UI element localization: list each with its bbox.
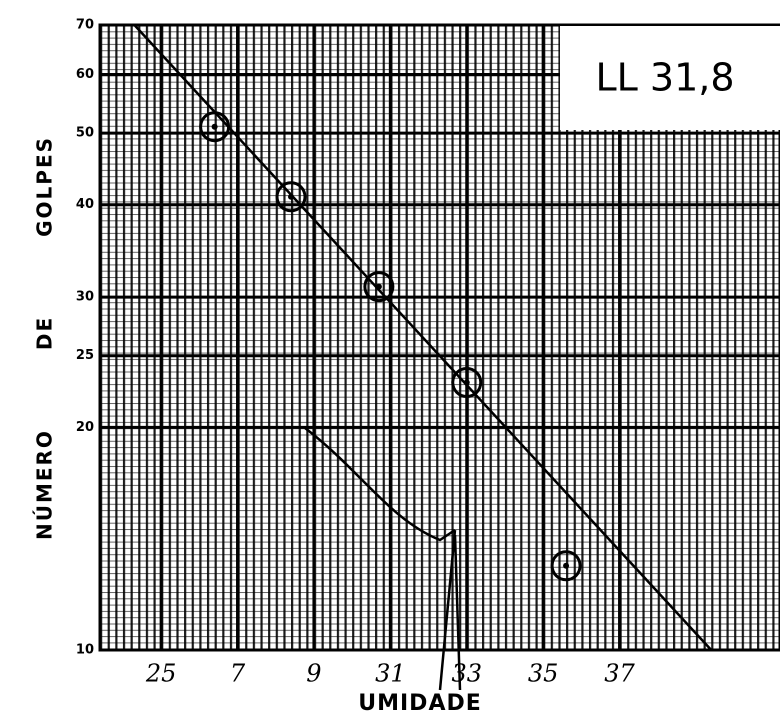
x-axis-label: UMIDADE [358, 691, 482, 716]
y-tick-label: 20 [76, 420, 94, 435]
y-tick-label: 25 [76, 348, 94, 363]
data-point-dot [563, 562, 570, 569]
data-point [550, 550, 582, 582]
x-tick-label: 31 [375, 660, 406, 688]
x-tick-label: 9 [306, 660, 321, 688]
data-point [363, 271, 395, 303]
y-axis-label: NÚMERO DE GOLPES [33, 136, 57, 540]
fit-line [133, 24, 713, 651]
annotation-box [560, 26, 780, 130]
data-point [275, 181, 307, 213]
annotation: LL 31,8 [595, 56, 734, 100]
x-tick-label: 37 [604, 660, 635, 688]
plot-frame [98, 23, 780, 652]
y-tick-label: 50 [76, 126, 94, 141]
x-tick-label: 25 [145, 660, 177, 688]
y-tick-label: 70 [76, 18, 94, 33]
x-tick-label: 33 [451, 660, 482, 688]
x-tick-label: 35 [528, 660, 559, 688]
y-tick-label: 40 [76, 197, 94, 212]
y-tick-label: 10 [76, 643, 94, 658]
handwritten-bracket [304, 427, 462, 691]
y-tick-label: 60 [76, 67, 94, 82]
data-point-dot [211, 123, 218, 130]
data-point [451, 366, 483, 398]
y-tick-label: 30 [76, 290, 94, 305]
x-tick-label: 7 [230, 660, 246, 688]
